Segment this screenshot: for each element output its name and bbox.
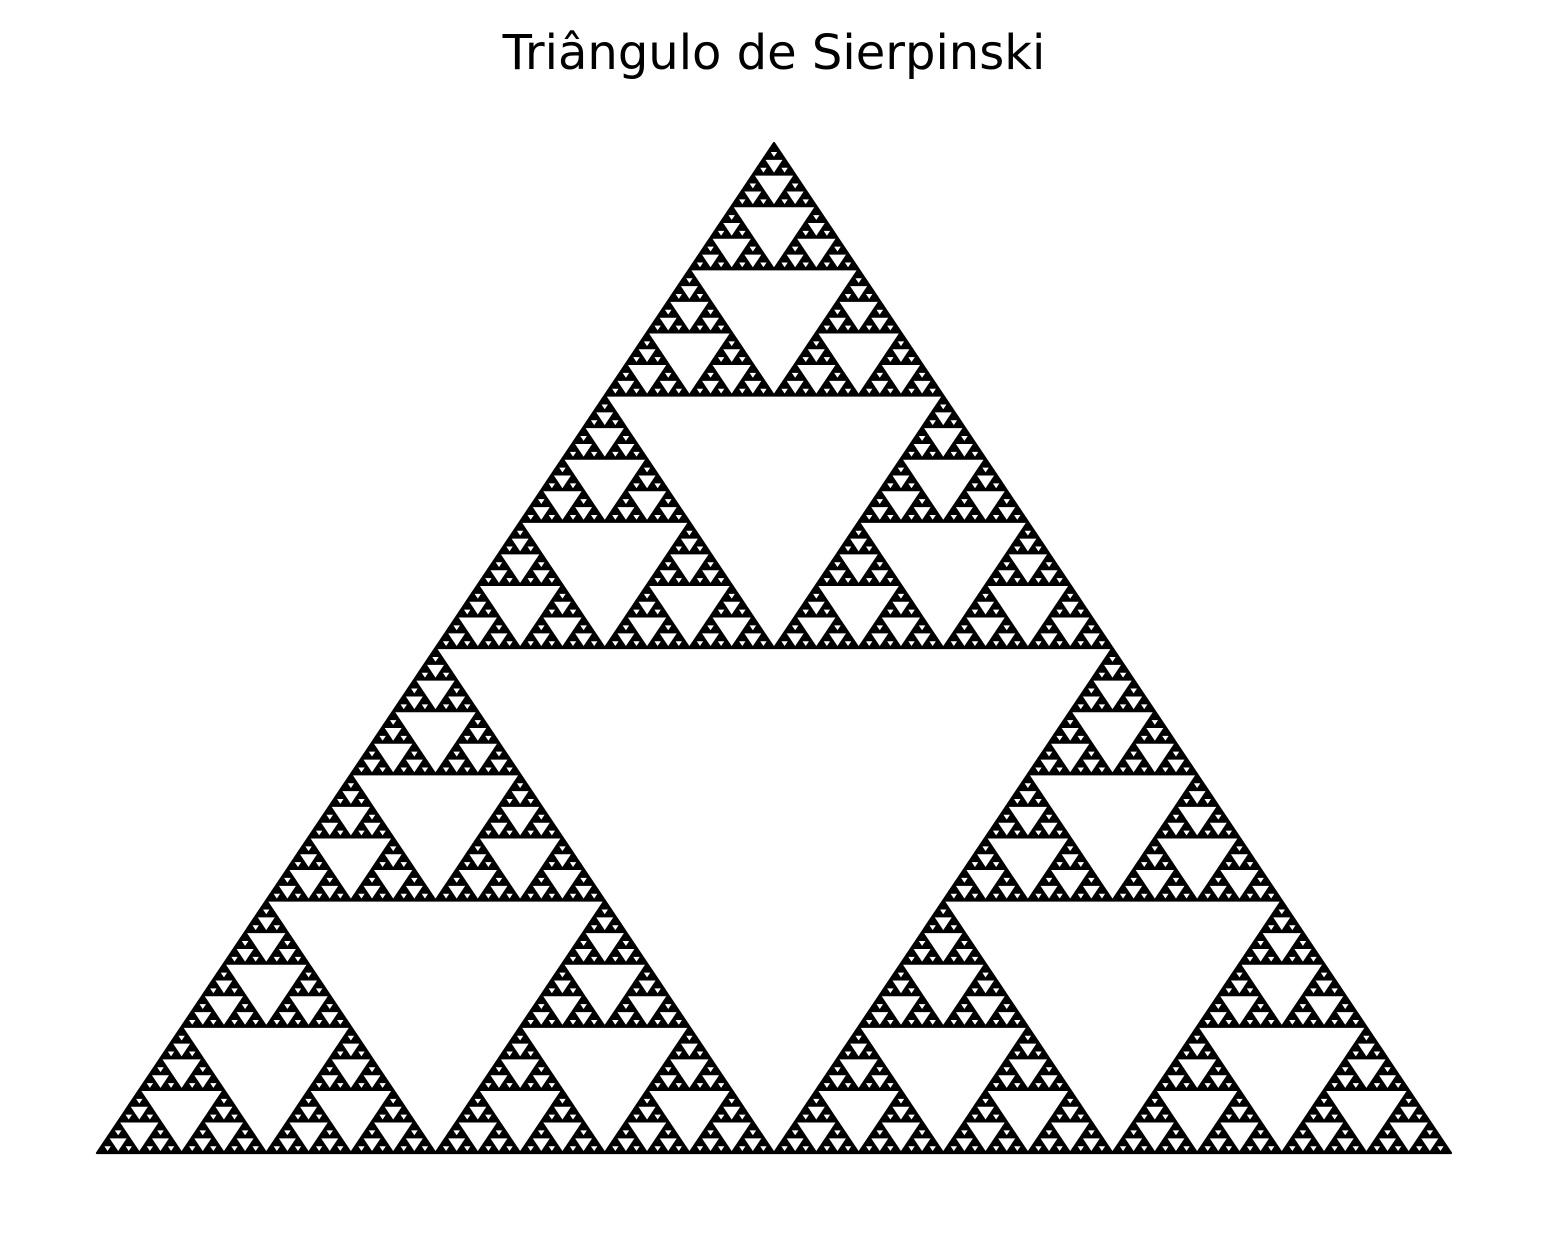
figure-title: Triângulo de Sierpinski	[502, 25, 1046, 81]
fractal-triangles	[95, 141, 1453, 1155]
fractal-path	[95, 141, 1453, 1155]
